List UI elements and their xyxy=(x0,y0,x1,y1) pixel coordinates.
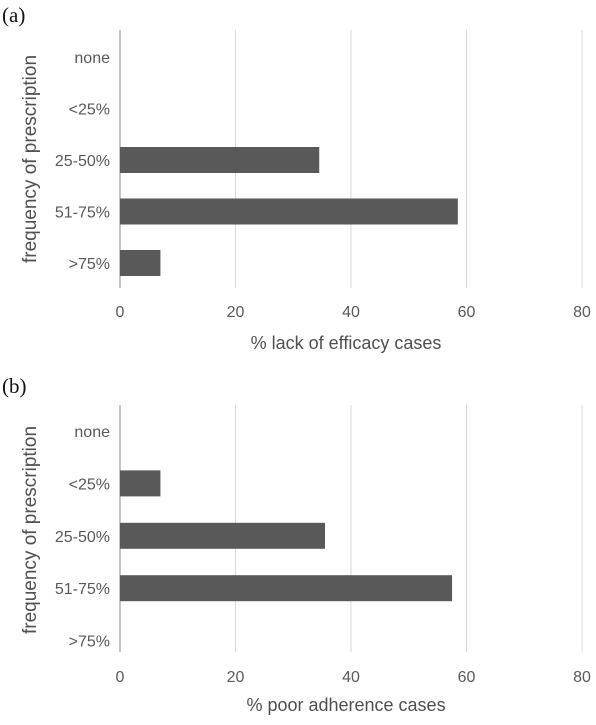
x-tick-label: 40 xyxy=(342,304,360,321)
x-tick-label: 60 xyxy=(458,304,476,321)
x-tick-label: 0 xyxy=(116,669,125,686)
bar xyxy=(120,470,161,497)
x-tick-label: 80 xyxy=(573,304,591,321)
bar xyxy=(120,198,458,225)
chart-panel-a: (a) 0 20 40 60 80 none <25% 25-50% 51-75% >75% % la… xyxy=(2,3,591,353)
x-tick-label: 40 xyxy=(342,669,360,686)
x-tick-label: 20 xyxy=(227,669,245,686)
bar xyxy=(120,250,161,276)
x-axis-label: % lack of efficacy cases xyxy=(251,333,442,353)
bar xyxy=(120,575,453,602)
category-label: 51-75% xyxy=(55,205,110,222)
category-label: 25-50% xyxy=(55,153,110,170)
panel-label: (b) xyxy=(2,374,27,398)
panel-label: (a) xyxy=(2,3,25,27)
category-label: 25-50% xyxy=(55,529,110,546)
category-label: >75% xyxy=(69,256,110,273)
category-label: <25% xyxy=(69,476,110,493)
x-tick-label: 0 xyxy=(116,304,125,321)
chart-panel-b: (b) 0 20 40 60 80 none <25% 25-50% 51-75% >75% % po… xyxy=(2,374,591,715)
x-tick-label: 60 xyxy=(458,669,476,686)
category-label: none xyxy=(74,50,110,67)
bar xyxy=(120,147,320,173)
x-tick-label: 80 xyxy=(573,669,591,686)
category-label: <25% xyxy=(69,102,110,119)
category-label: >75% xyxy=(69,634,110,651)
y-axis-label: frequency of prescription xyxy=(20,426,41,634)
bar xyxy=(120,522,326,549)
x-tick-label: 20 xyxy=(227,304,245,321)
category-label: 51-75% xyxy=(55,581,110,598)
x-axis-label: % poor adherence cases xyxy=(246,695,445,715)
y-axis-label: frequency of prescription xyxy=(20,55,41,263)
category-label: none xyxy=(74,424,110,441)
